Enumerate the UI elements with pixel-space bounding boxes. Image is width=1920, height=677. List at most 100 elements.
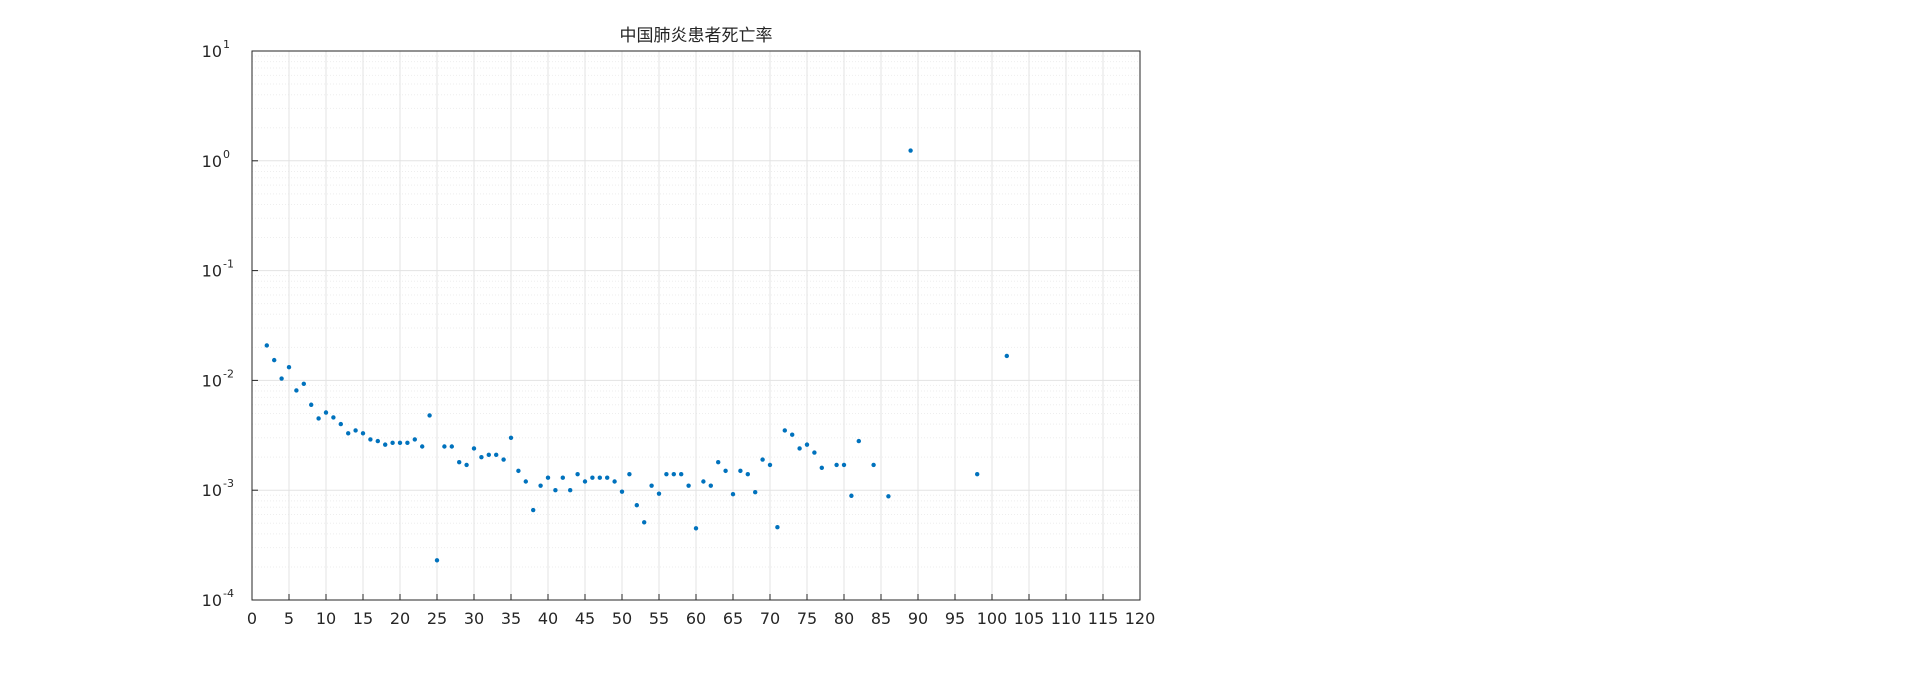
x-tick-label: 40 <box>538 609 558 628</box>
y-tick-exponent: -2 <box>223 367 234 380</box>
data-point <box>516 468 521 474</box>
data-point <box>627 471 632 477</box>
data-point <box>760 457 765 462</box>
y-tick-base: 10 <box>202 42 222 61</box>
y-tick-base: 10 <box>202 262 222 281</box>
y-tick-exponent: -3 <box>223 477 234 490</box>
data-point <box>649 483 654 488</box>
x-tick-label: 35 <box>501 609 521 628</box>
data-point <box>871 462 876 468</box>
y-tick-base: 10 <box>202 371 222 390</box>
x-tick-label: 20 <box>390 609 410 628</box>
data-point <box>286 364 292 370</box>
data-point <box>383 442 388 447</box>
data-point <box>819 465 824 470</box>
data-point <box>434 558 440 563</box>
x-tick-label: 110 <box>1051 609 1082 628</box>
data-point <box>642 520 647 525</box>
data-point <box>841 462 847 468</box>
data-point <box>390 440 395 446</box>
x-tick-label: 30 <box>464 609 484 628</box>
axes <box>251 50 1141 601</box>
data-point <box>612 479 617 484</box>
data-point <box>723 468 728 474</box>
data-point <box>590 475 595 480</box>
x-tick-label: 85 <box>871 609 891 628</box>
x-tick-label: 70 <box>760 609 780 628</box>
data-point <box>353 428 358 433</box>
data-points <box>264 148 1009 563</box>
data-point <box>582 479 588 484</box>
y-tick-label: 10 1 <box>202 38 230 61</box>
y-tick-base: 10 <box>202 152 222 171</box>
y-tick-label: 10 -4 <box>202 587 234 610</box>
data-point <box>427 413 432 418</box>
data-point <box>856 438 861 444</box>
data-point <box>671 471 676 477</box>
data-point <box>442 444 447 449</box>
data-point <box>730 491 736 497</box>
data-point <box>464 462 469 468</box>
y-tick-exponent: 1 <box>223 38 230 51</box>
data-point <box>568 488 573 493</box>
data-point <box>331 415 336 420</box>
data-point <box>797 446 802 451</box>
data-point <box>597 475 602 480</box>
data-point <box>397 440 403 446</box>
x-tick-label: 15 <box>353 609 373 628</box>
data-point <box>309 402 314 407</box>
data-point <box>316 416 321 421</box>
data-point <box>849 493 854 498</box>
data-point <box>775 525 780 530</box>
data-point <box>701 479 706 484</box>
data-point <box>405 440 410 446</box>
data-point <box>693 526 699 531</box>
x-tick-label: 50 <box>612 609 632 628</box>
y-tick-label: 10 -2 <box>202 367 234 390</box>
x-tick-label: 25 <box>427 609 447 628</box>
x-tick-label: 80 <box>834 609 854 628</box>
x-tick-label: 60 <box>686 609 706 628</box>
x-tick-label: 105 <box>1014 609 1045 628</box>
chart-title: 中国肺炎患者死亡率 <box>620 26 773 46</box>
data-point <box>656 491 662 496</box>
data-point <box>605 475 610 480</box>
data-point <box>790 432 795 437</box>
x-tick-label: 75 <box>797 609 817 628</box>
y-tick-base: 10 <box>202 481 222 500</box>
data-point <box>338 421 343 427</box>
data-point <box>471 446 477 451</box>
y-tick-label: 10 -1 <box>202 258 234 281</box>
data-point <box>560 475 565 480</box>
x-tick-label: 95 <box>945 609 965 628</box>
data-point <box>523 479 528 484</box>
x-tick-label: 10 <box>316 609 336 628</box>
data-point <box>545 475 551 480</box>
data-point <box>486 452 491 458</box>
data-point <box>634 503 639 508</box>
data-point <box>531 507 536 513</box>
data-point <box>686 483 691 488</box>
data-point <box>272 357 277 363</box>
data-point <box>575 471 580 477</box>
data-point <box>501 457 506 462</box>
y-tick-base: 10 <box>202 591 222 610</box>
data-point <box>767 462 773 468</box>
data-point <box>812 450 817 455</box>
x-tick-label: 0 <box>247 609 257 628</box>
data-point <box>975 471 980 477</box>
data-point <box>745 471 750 477</box>
data-point <box>782 428 787 433</box>
data-point <box>708 483 713 488</box>
data-point <box>412 437 417 442</box>
data-point <box>494 452 499 458</box>
data-point <box>886 494 891 499</box>
data-point <box>375 438 380 444</box>
data-point <box>346 431 351 436</box>
data-point <box>420 444 425 449</box>
data-point <box>738 468 743 474</box>
x-tick-labels: 0 5 10 15 20 25 30 35 40 45 50 55 60 65 70 75 80 85 90 95 10… <box>247 609 1155 628</box>
data-point <box>279 376 284 381</box>
